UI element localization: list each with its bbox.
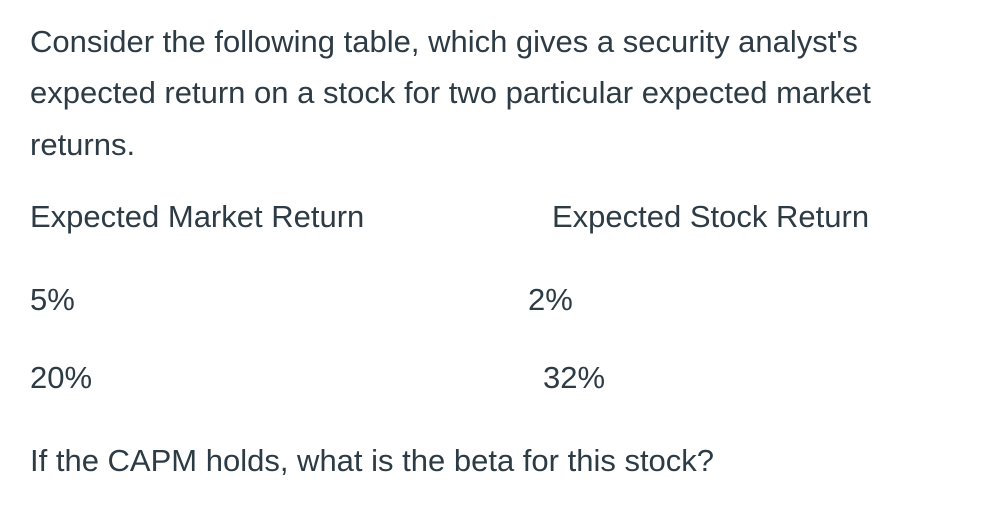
question-intro-line-2: expected return on a stock for two parti… — [30, 75, 871, 110]
table-header-expected-market-return: Expected Market Return — [30, 199, 365, 234]
table-header-expected-stock-return: Expected Stock Return — [552, 199, 870, 234]
question-intro-line-1: Consider the following table, which give… — [30, 24, 858, 59]
table-row-1-stock-return-cell: 2% — [528, 282, 573, 317]
table-row-2-stock-return-cell: 32% — [543, 360, 606, 395]
table-row-1-market-return-cell: 5% — [30, 282, 75, 317]
table-row-2-market-return-cell: 20% — [30, 360, 93, 395]
question-prompt: If the CAPM holds, what is the beta for … — [30, 443, 715, 478]
question-intro-line-3: returns. — [30, 127, 136, 162]
